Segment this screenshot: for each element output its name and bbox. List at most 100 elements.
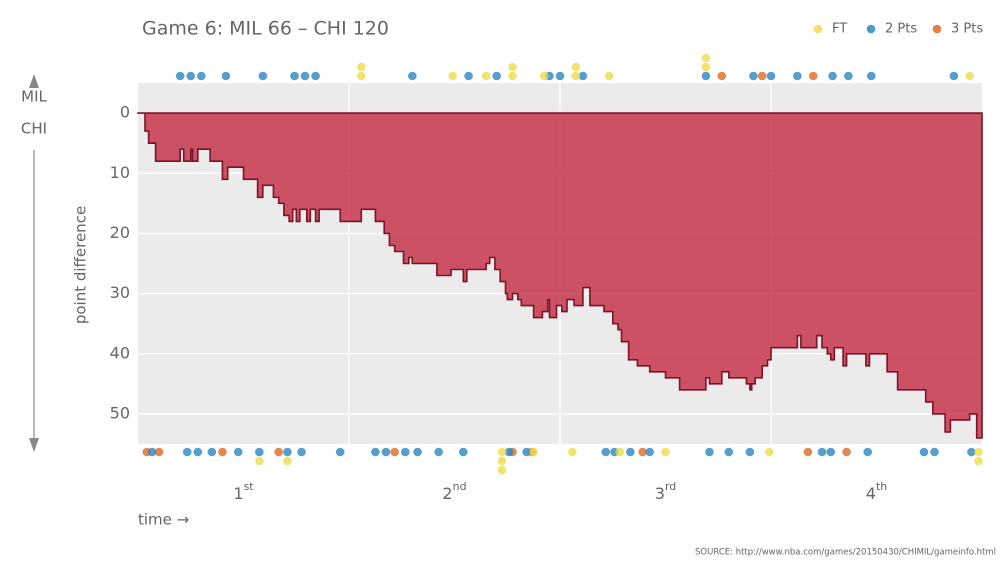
score-dot <box>866 71 876 81</box>
y-axis-title: point difference <box>72 206 90 324</box>
score-dot <box>803 447 813 457</box>
x-tick-number: 3 <box>655 484 665 503</box>
score-dot <box>601 447 611 457</box>
score-dot <box>154 447 164 457</box>
score-dot <box>844 71 853 81</box>
score-dot <box>357 62 366 72</box>
score-dot <box>571 62 581 72</box>
score-dot <box>555 71 565 81</box>
score-dot <box>381 447 391 457</box>
x-tick-suffix: rd <box>665 480 676 493</box>
score-dot <box>828 71 837 81</box>
score-dot <box>522 447 531 457</box>
legend-label: FT <box>832 22 847 37</box>
x-tick-label: 2nd <box>442 480 466 503</box>
score-dot <box>604 71 614 81</box>
score-dot <box>297 447 306 457</box>
y-tick-label: 10 <box>110 163 130 182</box>
score-dot <box>626 447 635 457</box>
score-dot <box>508 62 517 72</box>
score-dot <box>919 447 929 457</box>
score-dot <box>701 62 711 72</box>
step-line <box>137 112 983 439</box>
score-dot <box>311 71 320 81</box>
score-dot <box>182 447 192 457</box>
score-dot <box>497 465 507 475</box>
x-tick-label: 1st <box>233 480 254 503</box>
score-dot <box>186 71 196 81</box>
score-dot <box>863 447 873 457</box>
legend-swatch <box>866 24 876 34</box>
x-tick-number: 1 <box>233 484 243 503</box>
score-dot <box>147 447 157 457</box>
score-dot <box>197 71 206 81</box>
score-dot <box>974 456 983 466</box>
score-dot <box>274 447 283 457</box>
y-tick-label: 40 <box>110 343 130 362</box>
score-dot <box>701 53 711 63</box>
y-tick-label: 30 <box>110 283 130 302</box>
x-tick-number: 4 <box>866 484 876 503</box>
x-tick-label: 3rd <box>655 480 677 503</box>
score-dot <box>434 447 443 457</box>
score-dot <box>504 447 514 457</box>
score-dot <box>258 71 268 81</box>
score-dot <box>448 71 458 81</box>
score-dot <box>615 447 625 457</box>
score-dot <box>974 447 983 457</box>
score-dot <box>717 71 727 81</box>
x-tick-suffix: th <box>876 480 887 493</box>
score-dot <box>492 71 502 81</box>
score-dot <box>300 71 310 81</box>
score-dot <box>745 447 755 457</box>
score-dot <box>221 71 231 81</box>
arrow-head <box>29 438 39 452</box>
legend-label: 2 Pts <box>885 22 917 37</box>
score-dot <box>458 447 468 457</box>
score-dot <box>568 447 577 457</box>
score-dot <box>701 71 711 81</box>
score-dot <box>766 71 776 81</box>
score-dot <box>645 447 654 457</box>
score-dot <box>705 447 714 457</box>
score-dot <box>390 447 400 457</box>
score-dot <box>464 71 473 81</box>
score-dot <box>175 71 185 81</box>
y-tick-label: 50 <box>110 403 130 422</box>
score-dot <box>207 447 217 457</box>
top-team-label: MIL <box>21 88 47 106</box>
score-dot <box>930 447 939 457</box>
score-dot <box>357 71 366 81</box>
score-dot <box>371 447 380 457</box>
score-dot <box>255 456 264 466</box>
score-dot <box>508 71 517 81</box>
x-tick-number: 2 <box>442 484 452 503</box>
score-dot <box>571 71 581 81</box>
score-dot <box>218 447 227 457</box>
score-dot <box>529 447 538 457</box>
score-dot <box>408 71 417 81</box>
score-dot <box>400 447 410 457</box>
score-dot <box>817 447 827 457</box>
score-dot <box>949 71 959 81</box>
score-dot <box>638 447 647 457</box>
score-dot <box>965 71 974 81</box>
score-dot <box>233 447 243 457</box>
y-tick-label: 0 <box>120 103 130 122</box>
score-dot <box>481 71 491 81</box>
score-dot <box>764 447 774 457</box>
score-dot <box>724 447 734 457</box>
score-dot <box>539 71 549 81</box>
score-dot <box>193 447 203 457</box>
y-tick-label: 20 <box>110 223 130 242</box>
score-dot <box>757 71 767 81</box>
x-axis-title: time → <box>138 511 189 529</box>
score-dot <box>793 71 802 81</box>
x-tick-suffix: nd <box>453 480 467 493</box>
score-dot <box>578 71 588 81</box>
score-dot <box>413 447 422 457</box>
bottom-team-label: CHI <box>21 120 47 138</box>
score-dot <box>283 456 292 466</box>
score-dot <box>842 447 851 457</box>
x-tick-suffix: st <box>244 480 255 493</box>
